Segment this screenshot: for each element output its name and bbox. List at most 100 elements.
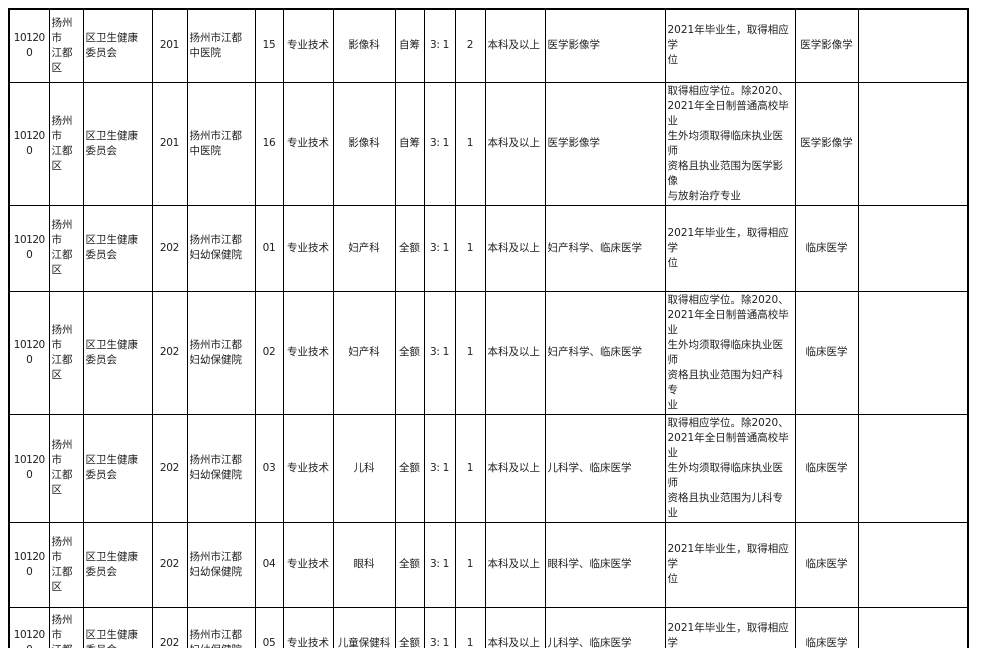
cell-exam-subject: 临床医学 — [794, 413, 859, 523]
cell-position-type: 专业技术 — [282, 606, 334, 648]
cell-district: 扬州市 江都区 — [48, 81, 84, 206]
cell-major-requirement: 妇产科学、临床医学 — [544, 204, 666, 292]
cell-headcount: 2 — [454, 8, 486, 83]
cell-unit-code: 202 — [151, 290, 188, 415]
cell-headcount: 1 — [454, 413, 486, 523]
cell-unit-code: 202 — [151, 521, 188, 608]
cell-position-type: 专业技术 — [282, 8, 334, 83]
cell-other-requirements: 2021年毕业生，取得相应学 位 — [664, 606, 796, 648]
cell-department: 眼科 — [332, 521, 396, 608]
cell-other-requirements: 取得相应学位。除2020、 2021年全日制普通高校毕业 生外均须取得临床执业医… — [664, 290, 796, 415]
cell-region-code: 101200 — [8, 606, 50, 648]
cell-position-code: 01 — [254, 204, 284, 292]
cell-region-code: 101200 — [8, 290, 50, 415]
cell-exam-subject: 临床医学 — [794, 521, 859, 608]
cell-remarks — [857, 81, 969, 206]
cell-other-requirements: 2021年毕业生，取得相应学 位 — [664, 521, 796, 608]
cell-position-code: 05 — [254, 606, 284, 648]
cell-department: 儿童保健科 — [332, 606, 396, 648]
cell-education-requirement: 本科及以上 — [484, 413, 546, 523]
cell-district: 扬州市 江都区 — [48, 606, 84, 648]
cell-open-ratio: 3: 1 — [423, 413, 456, 523]
cell-recruiting-unit: 扬州市江都 妇幼保健院 — [186, 290, 256, 415]
cell-major-requirement: 眼科学、临床医学 — [544, 521, 666, 608]
cell-recruiting-unit: 扬州市江都 中医院 — [186, 8, 256, 83]
cell-remarks — [857, 413, 969, 523]
table-row: 101200 扬州市 江都区 区卫生健康 委员会 202 扬州市江都 妇幼保健院 02 专业… — [8, 290, 969, 415]
cell-funding-type: 自筹 — [394, 8, 425, 83]
table-row: 101200 扬州市 江都区 区卫生健康 委员会 201 扬州市江都 中医院 16 专业技术… — [8, 81, 969, 206]
cell-competent-department: 区卫生健康 委员会 — [82, 413, 153, 523]
cell-remarks — [857, 606, 969, 648]
cell-region-code: 101200 — [8, 8, 50, 83]
cell-education-requirement: 本科及以上 — [484, 521, 546, 608]
cell-open-ratio: 3: 1 — [423, 606, 456, 648]
cell-region-code: 101200 — [8, 204, 50, 292]
cell-position-type: 专业技术 — [282, 290, 334, 415]
cell-remarks — [857, 8, 969, 83]
cell-funding-type: 全额 — [394, 521, 425, 608]
cell-position-type: 专业技术 — [282, 521, 334, 608]
cell-headcount: 1 — [454, 204, 486, 292]
cell-recruiting-unit: 扬州市江都 中医院 — [186, 81, 256, 206]
cell-recruiting-unit: 扬州市江都 妇幼保健院 — [186, 521, 256, 608]
table-row: 101200 扬州市 江都区 区卫生健康 委员会 202 扬州市江都 妇幼保健院 04 专业… — [8, 521, 969, 608]
cell-open-ratio: 3: 1 — [423, 290, 456, 415]
cell-position-code: 03 — [254, 413, 284, 523]
cell-exam-subject: 临床医学 — [794, 204, 859, 292]
cell-exam-subject: 医学影像学 — [794, 81, 859, 206]
cell-recruiting-unit: 扬州市江都 妇幼保健院 — [186, 606, 256, 648]
cell-district: 扬州市 江都区 — [48, 8, 84, 83]
cell-headcount: 1 — [454, 290, 486, 415]
cell-education-requirement: 本科及以上 — [484, 204, 546, 292]
cell-position-code: 16 — [254, 81, 284, 206]
cell-education-requirement: 本科及以上 — [484, 290, 546, 415]
cell-education-requirement: 本科及以上 — [484, 8, 546, 83]
cell-unit-code: 201 — [151, 8, 188, 83]
cell-competent-department: 区卫生健康 委员会 — [82, 521, 153, 608]
cell-position-code: 02 — [254, 290, 284, 415]
cell-other-requirements: 取得相应学位。除2020、 2021年全日制普通高校毕业 生外均须取得临床执业医… — [664, 413, 796, 523]
cell-region-code: 101200 — [8, 81, 50, 206]
cell-headcount: 1 — [454, 606, 486, 648]
cell-competent-department: 区卫生健康 委员会 — [82, 606, 153, 648]
cell-funding-type: 全额 — [394, 204, 425, 292]
cell-department: 影像科 — [332, 81, 396, 206]
cell-position-type: 专业技术 — [282, 81, 334, 206]
cell-competent-department: 区卫生健康 委员会 — [82, 204, 153, 292]
table-row: 101200 扬州市 江都区 区卫生健康 委员会 201 扬州市江都 中医院 15 专业技术… — [8, 8, 969, 83]
cell-other-requirements: 2021年毕业生，取得相应学 位 — [664, 8, 796, 83]
cell-competent-department: 区卫生健康 委员会 — [82, 81, 153, 206]
cell-exam-subject: 医学影像学 — [794, 8, 859, 83]
cell-unit-code: 202 — [151, 413, 188, 523]
cell-region-code: 101200 — [8, 413, 50, 523]
cell-position-code: 15 — [254, 8, 284, 83]
cell-funding-type: 全额 — [394, 413, 425, 523]
cell-position-code: 04 — [254, 521, 284, 608]
cell-other-requirements: 取得相应学位。除2020、 2021年全日制普通高校毕业 生外均须取得临床执业医… — [664, 81, 796, 206]
cell-funding-type: 自筹 — [394, 81, 425, 206]
cell-open-ratio: 3: 1 — [423, 521, 456, 608]
table-body: 101200 扬州市 江都区 区卫生健康 委员会 201 扬州市江都 中医院 15 专业技术… — [8, 8, 969, 648]
cell-competent-department: 区卫生健康 委员会 — [82, 290, 153, 415]
cell-remarks — [857, 521, 969, 608]
cell-education-requirement: 本科及以上 — [484, 81, 546, 206]
cell-department: 妇产科 — [332, 204, 396, 292]
cell-major-requirement: 医学影像学 — [544, 8, 666, 83]
cell-other-requirements: 2021年毕业生，取得相应学 位 — [664, 204, 796, 292]
table-row: 101200 扬州市 江都区 区卫生健康 委员会 202 扬州市江都 妇幼保健院 01 专业… — [8, 204, 969, 292]
cell-education-requirement: 本科及以上 — [484, 606, 546, 648]
cell-funding-type: 全额 — [394, 290, 425, 415]
cell-position-type: 专业技术 — [282, 413, 334, 523]
cell-exam-subject: 临床医学 — [794, 606, 859, 648]
cell-exam-subject: 临床医学 — [794, 290, 859, 415]
cell-recruiting-unit: 扬州市江都 妇幼保健院 — [186, 413, 256, 523]
recruitment-position-table: 101200 扬州市 江都区 区卫生健康 委员会 201 扬州市江都 中医院 15 专业技术… — [8, 8, 969, 648]
cell-major-requirement: 妇产科学、临床医学 — [544, 290, 666, 415]
cell-department: 影像科 — [332, 8, 396, 83]
cell-open-ratio: 3: 1 — [423, 8, 456, 83]
cell-region-code: 101200 — [8, 521, 50, 608]
cell-funding-type: 全额 — [394, 606, 425, 648]
cell-position-type: 专业技术 — [282, 204, 334, 292]
